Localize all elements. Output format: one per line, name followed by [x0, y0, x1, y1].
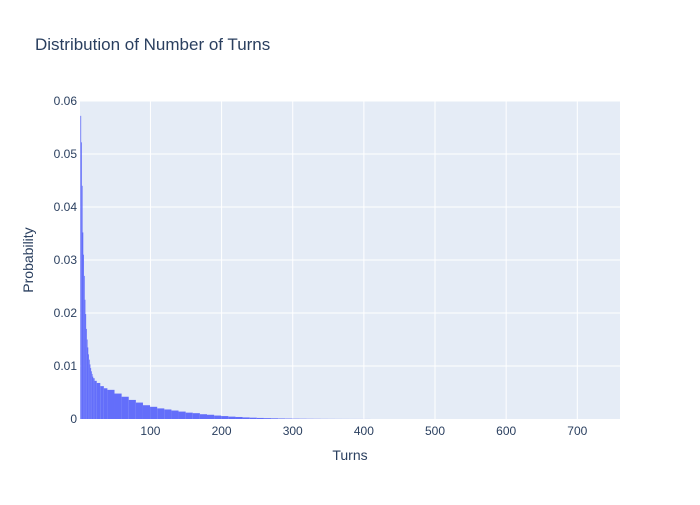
x-tick-label: 100	[140, 424, 160, 438]
chart-title: Distribution of Number of Turns	[35, 35, 270, 54]
x-tick-label: 300	[283, 424, 303, 438]
histogram-bar	[87, 340, 88, 420]
histogram-bar	[80, 116, 81, 419]
histogram-bar	[100, 386, 104, 419]
histogram-bar	[264, 418, 271, 419]
histogram-bar	[93, 378, 94, 419]
histogram-bar	[243, 417, 250, 419]
histogram-bar	[92, 377, 93, 419]
y-tick-label: 0.06	[54, 94, 78, 108]
x-axis-title: Turns	[332, 447, 367, 463]
histogram-bar	[207, 415, 214, 419]
histogram-bar	[95, 381, 97, 419]
histogram-bar	[200, 414, 207, 419]
histogram-bar	[129, 400, 136, 419]
y-tick-label: 0.05	[54, 147, 78, 161]
histogram-bar	[228, 417, 235, 419]
histogram-bar	[81, 142, 82, 419]
y-axis-title: Probability	[20, 227, 36, 292]
histogram-bar	[90, 368, 91, 419]
y-axis-ticks: 0 0.01 0.02 0.03 0.04 0.05 0.06	[54, 94, 78, 426]
histogram-bar	[90, 364, 91, 419]
histogram-bar	[186, 413, 193, 419]
histogram-bar	[257, 418, 264, 419]
x-tick-label: 500	[425, 424, 445, 438]
histogram-bar	[214, 416, 221, 419]
histogram-bar	[143, 405, 150, 419]
histogram-bar	[91, 371, 92, 419]
x-axis-ticks: 100 200 300 400 500 600 700	[140, 424, 587, 438]
histogram-bar	[150, 407, 157, 419]
histogram-bar	[82, 186, 83, 419]
histogram-bar	[82, 232, 83, 419]
histogram-bar	[179, 412, 186, 419]
histogram-bar	[89, 360, 90, 419]
histogram-bar	[122, 397, 129, 419]
histogram-bar	[88, 354, 89, 419]
histogram-bar	[83, 255, 84, 419]
x-tick-label: 400	[354, 424, 374, 438]
y-tick-label: 0.04	[54, 200, 78, 214]
y-tick-label: 0	[70, 412, 77, 426]
histogram-bar	[171, 411, 178, 419]
histogram-bar	[87, 347, 88, 419]
histogram-bar	[85, 300, 86, 419]
histogram-bar	[92, 374, 93, 419]
x-tick-label: 700	[567, 424, 587, 438]
histogram-bar	[235, 417, 242, 419]
x-tick-label: 200	[212, 424, 232, 438]
histogram-bar	[104, 388, 108, 419]
y-tick-label: 0.01	[54, 359, 78, 373]
y-tick-label: 0.03	[54, 253, 78, 267]
histogram-bar	[221, 416, 228, 419]
y-tick-label: 0.02	[54, 306, 78, 320]
histogram-bar	[136, 403, 143, 419]
histogram-bar	[84, 276, 85, 419]
histogram-bar	[86, 329, 87, 419]
histogram-bar	[278, 418, 285, 419]
histogram-bar	[85, 314, 86, 419]
histogram-bar	[115, 394, 122, 419]
histogram-bar	[250, 418, 257, 419]
histogram-bar	[164, 409, 171, 419]
x-tick-label: 600	[496, 424, 516, 438]
histogram-bar	[193, 413, 200, 419]
histogram-bar	[157, 408, 164, 419]
histogram-bar	[107, 390, 114, 419]
histogram-bar	[97, 383, 101, 419]
histogram-bar	[271, 418, 278, 419]
